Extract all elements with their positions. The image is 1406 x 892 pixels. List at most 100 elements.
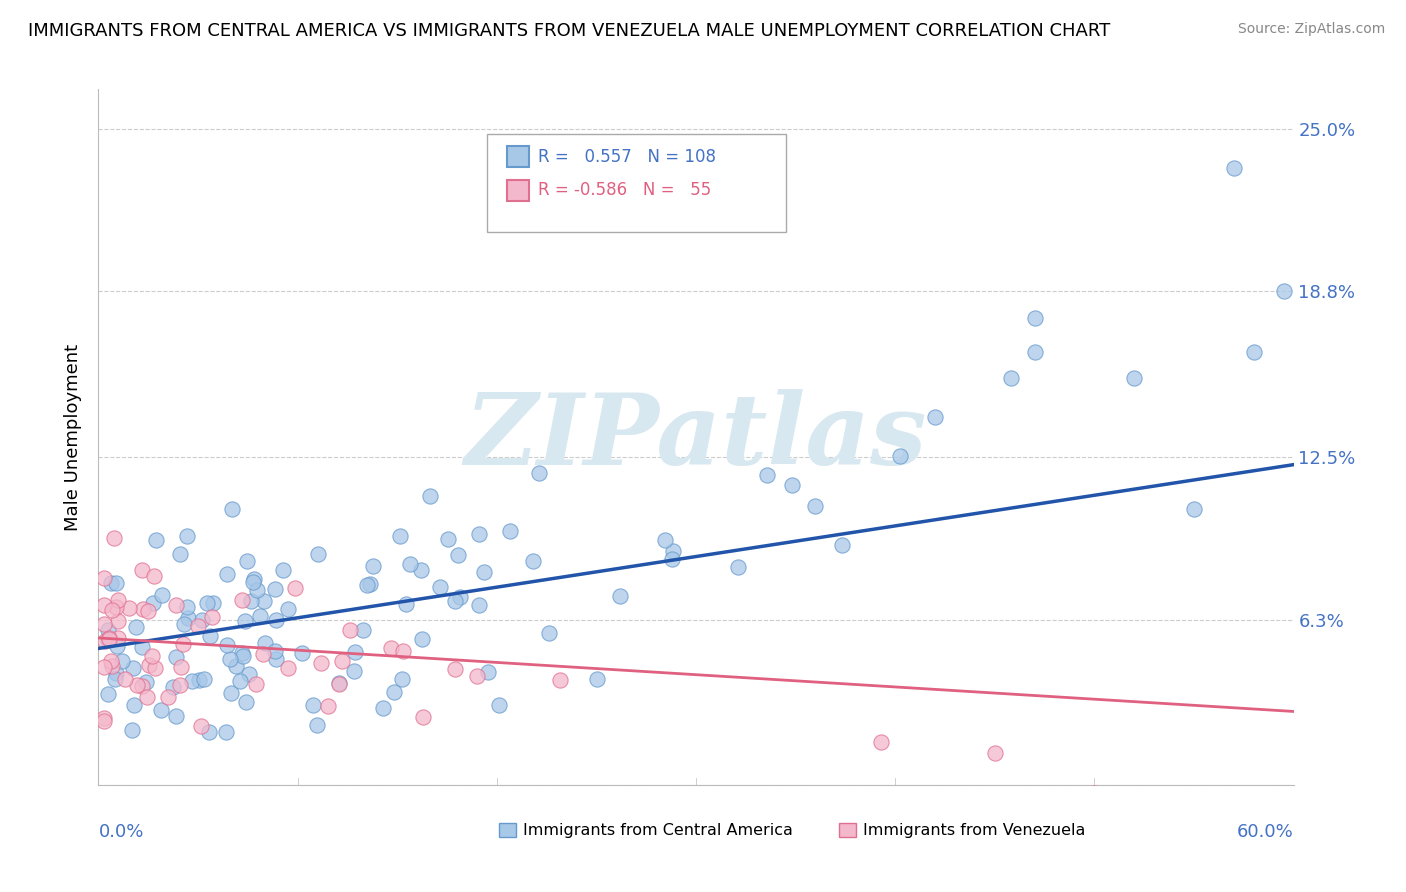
Point	[110, 654, 132, 668]
Point	[924, 410, 946, 425]
Point	[97, 623, 120, 637]
Point	[198, 629, 221, 643]
Point	[1182, 502, 1205, 516]
Point	[271, 563, 294, 577]
Point	[277, 601, 299, 615]
Point	[284, 581, 307, 595]
Point	[136, 690, 159, 705]
Point	[389, 529, 412, 543]
Point	[93, 598, 115, 612]
Point	[105, 600, 128, 615]
Point	[654, 533, 676, 547]
Point	[477, 665, 499, 679]
Point	[984, 747, 1007, 761]
Point	[316, 698, 339, 713]
Text: Immigrants from Central America: Immigrants from Central America	[523, 822, 793, 838]
Point	[93, 714, 115, 728]
Point	[277, 661, 299, 675]
Point	[343, 665, 366, 679]
Point	[188, 673, 211, 687]
Point	[307, 547, 329, 561]
Point	[176, 529, 198, 543]
Point	[527, 467, 550, 481]
Point	[131, 563, 153, 577]
Text: IMMIGRANTS FROM CENTRAL AMERICA VS IMMIGRANTS FROM VENEZUELA MALE UNEMPLOYMENT C: IMMIGRANTS FROM CENTRAL AMERICA VS IMMIG…	[28, 22, 1111, 40]
Point	[97, 633, 120, 648]
Point	[328, 677, 350, 691]
FancyBboxPatch shape	[508, 146, 529, 167]
Point	[135, 675, 157, 690]
Point	[231, 593, 253, 607]
Point	[253, 635, 276, 649]
Point	[233, 614, 256, 628]
Point	[889, 449, 911, 463]
Point	[240, 594, 263, 608]
Point	[198, 725, 221, 739]
Point	[118, 600, 141, 615]
FancyBboxPatch shape	[486, 135, 786, 232]
Point	[200, 609, 222, 624]
Point	[221, 501, 243, 516]
Point	[585, 672, 607, 686]
Point	[444, 662, 467, 676]
Point	[170, 659, 193, 673]
Point	[131, 640, 153, 654]
Point	[215, 566, 238, 581]
Point	[662, 544, 685, 558]
Text: R =   0.557   N = 108: R = 0.557 N = 108	[538, 148, 716, 166]
Point	[538, 625, 561, 640]
Point	[264, 644, 287, 658]
Point	[165, 708, 187, 723]
Point	[236, 554, 259, 568]
Point	[143, 661, 166, 675]
Point	[103, 531, 125, 545]
Text: Source: ZipAtlas.com: Source: ZipAtlas.com	[1237, 22, 1385, 37]
Point	[121, 661, 143, 675]
Point	[107, 614, 129, 628]
Point	[100, 576, 122, 591]
Point	[361, 558, 384, 573]
Point	[104, 672, 127, 686]
Point	[122, 698, 145, 712]
Point	[398, 557, 420, 571]
Point	[138, 657, 160, 672]
Point	[231, 646, 253, 660]
Point	[395, 598, 418, 612]
Text: Immigrants from Venezuela: Immigrants from Venezuela	[863, 822, 1085, 838]
Point	[94, 634, 117, 648]
Point	[1272, 285, 1295, 299]
FancyBboxPatch shape	[839, 823, 856, 837]
Point	[522, 554, 544, 568]
Point	[193, 672, 215, 686]
Point	[465, 669, 488, 683]
Point	[177, 611, 200, 625]
Point	[105, 639, 128, 653]
Point	[172, 637, 194, 651]
Point	[238, 667, 260, 681]
Point	[252, 648, 274, 662]
Point	[339, 624, 361, 638]
Point	[149, 703, 172, 717]
Point	[661, 552, 683, 566]
Point	[169, 678, 191, 692]
Point	[382, 684, 405, 698]
Point	[215, 638, 238, 652]
Point	[173, 617, 195, 632]
Point	[1083, 786, 1105, 800]
Point	[235, 695, 257, 709]
Point	[1024, 310, 1046, 325]
Y-axis label: Male Unemployment: Male Unemployment	[65, 343, 83, 531]
Point	[101, 603, 124, 617]
Point	[105, 665, 128, 680]
Point	[97, 632, 120, 646]
Point	[392, 643, 415, 657]
Point	[221, 686, 243, 700]
Point	[242, 575, 264, 590]
FancyBboxPatch shape	[499, 823, 516, 837]
Point	[756, 468, 779, 483]
Point	[419, 490, 441, 504]
Text: R = -0.586   N =   55: R = -0.586 N = 55	[538, 181, 711, 199]
Point	[142, 596, 165, 610]
Point	[93, 659, 115, 673]
Point	[93, 572, 115, 586]
